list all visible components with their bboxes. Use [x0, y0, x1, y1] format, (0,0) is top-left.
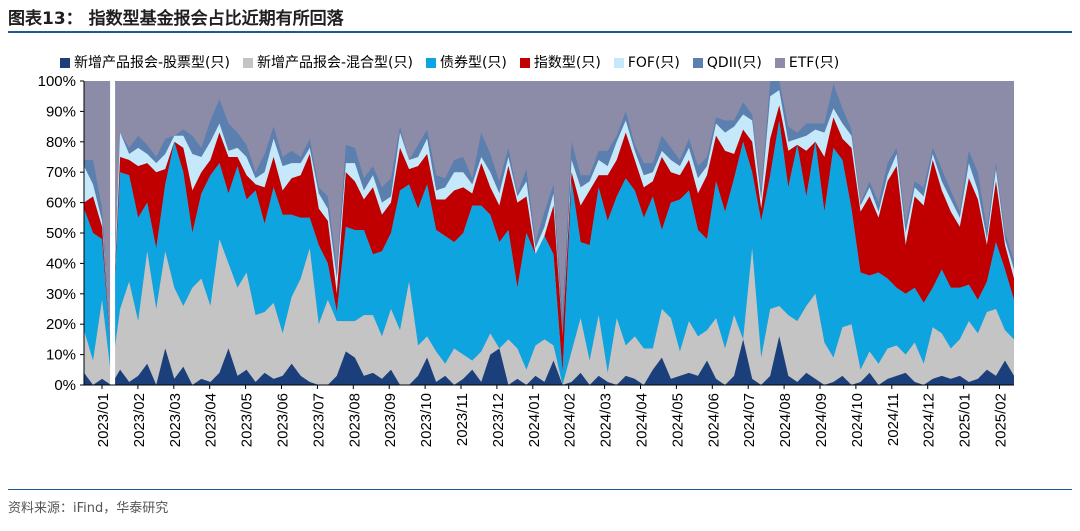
- x-tick-label: 2024/01: [526, 393, 543, 447]
- x-tick-label: 2025/02: [993, 393, 1010, 447]
- x-tick-label: 2023/09: [382, 393, 399, 447]
- legend-swatch: [60, 58, 70, 68]
- x-tick-label: 2024/05: [669, 393, 686, 447]
- y-tick-label: 60%: [46, 195, 76, 212]
- x-tick-label: 2024/02: [562, 393, 579, 447]
- legend-item-qdii: QDII(只): [692, 52, 762, 72]
- series-area-mixed: [84, 239, 1014, 385]
- legend-item-index: 指数型(只): [519, 52, 601, 72]
- legend-swatch: [242, 58, 253, 68]
- x-tick-label: 2024/06: [705, 393, 722, 447]
- y-tick-label: 30%: [46, 286, 76, 303]
- legend-item-etf: ETF(只): [774, 52, 840, 72]
- legend-label: 指数型(只): [533, 55, 601, 71]
- x-tick-label: 2023/08: [346, 393, 363, 447]
- y-tick-label: 50%: [46, 225, 76, 242]
- y-tick-label: 80%: [46, 134, 76, 151]
- x-tick-label: 2023/07: [310, 393, 327, 447]
- x-tick-label: 2023/01: [95, 393, 112, 447]
- x-tick-label: 2023/04: [203, 393, 220, 447]
- data-gap: [110, 81, 116, 385]
- x-tick-label: 2024/07: [741, 393, 758, 447]
- legend-label: QDII(只): [706, 55, 762, 71]
- x-tick-label: 2024/12: [921, 393, 938, 447]
- x-tick-label: 2023/06: [275, 393, 292, 447]
- legend-label: 债券型(只): [439, 55, 507, 71]
- legend-item-mixed: 新增产品报会-混合型(只): [242, 52, 413, 72]
- title-divider: [8, 31, 1072, 33]
- source-note: 资料来源：iFind，华泰研究: [8, 501, 169, 516]
- x-tick-label: 2023/05: [239, 393, 256, 447]
- y-tick-label: 70%: [46, 164, 76, 181]
- figure-title: 图表13： 指数型基金报会占比近期有所回落: [8, 9, 344, 29]
- legend-swatch: [425, 58, 436, 68]
- legend-swatch: [613, 58, 624, 68]
- legend-label: 新增产品报会-混合型(只): [256, 55, 413, 71]
- x-tick-label: 2024/09: [813, 393, 830, 447]
- y-tick-label: 20%: [46, 316, 76, 333]
- series-area-bond: [84, 120, 1014, 386]
- legend-label: FOF(只): [627, 55, 680, 71]
- legend-label: 新增产品报会-股票型(只): [74, 55, 230, 71]
- legend-item-fof: FOF(只): [613, 52, 680, 72]
- x-tick-label: 2024/08: [777, 393, 794, 447]
- y-tick-label: 90%: [46, 103, 76, 120]
- series-area-index: [84, 105, 1014, 373]
- x-tick-label: 2025/01: [957, 393, 974, 447]
- series-area-stock: [84, 336, 1014, 385]
- legend-item-bond: 债券型(只): [425, 52, 507, 72]
- x-tick-label: 2023/03: [167, 393, 184, 447]
- x-tick-label: 2023/11: [454, 393, 471, 446]
- x-tick-label: 2024/03: [598, 393, 615, 447]
- y-tick-label: 100%: [38, 73, 76, 90]
- legend-swatch: [519, 58, 530, 68]
- y-tick-label: 0%: [54, 377, 76, 394]
- x-tick-label: 2024/11: [885, 393, 902, 446]
- x-tick-label: 2023/12: [490, 393, 507, 447]
- x-tick-label: 2024/04: [634, 393, 651, 447]
- legend-swatch: [774, 58, 785, 68]
- chart-legend: 新增产品报会-股票型(只) 新增产品报会-混合型(只) 债券型(只) 指数型(只) FO…: [60, 52, 852, 72]
- y-tick-label: 40%: [46, 255, 76, 272]
- y-tick-label: 10%: [46, 347, 76, 364]
- source-divider: [8, 489, 1072, 490]
- x-tick-label: 2024/10: [849, 393, 866, 447]
- x-tick-label: 2023/02: [131, 393, 148, 447]
- x-tick-label: 2023/10: [418, 393, 435, 447]
- legend-swatch: [692, 58, 703, 68]
- legend-item-stock: 新增产品报会-股票型(只): [60, 52, 230, 72]
- legend-label: ETF(只): [788, 55, 840, 71]
